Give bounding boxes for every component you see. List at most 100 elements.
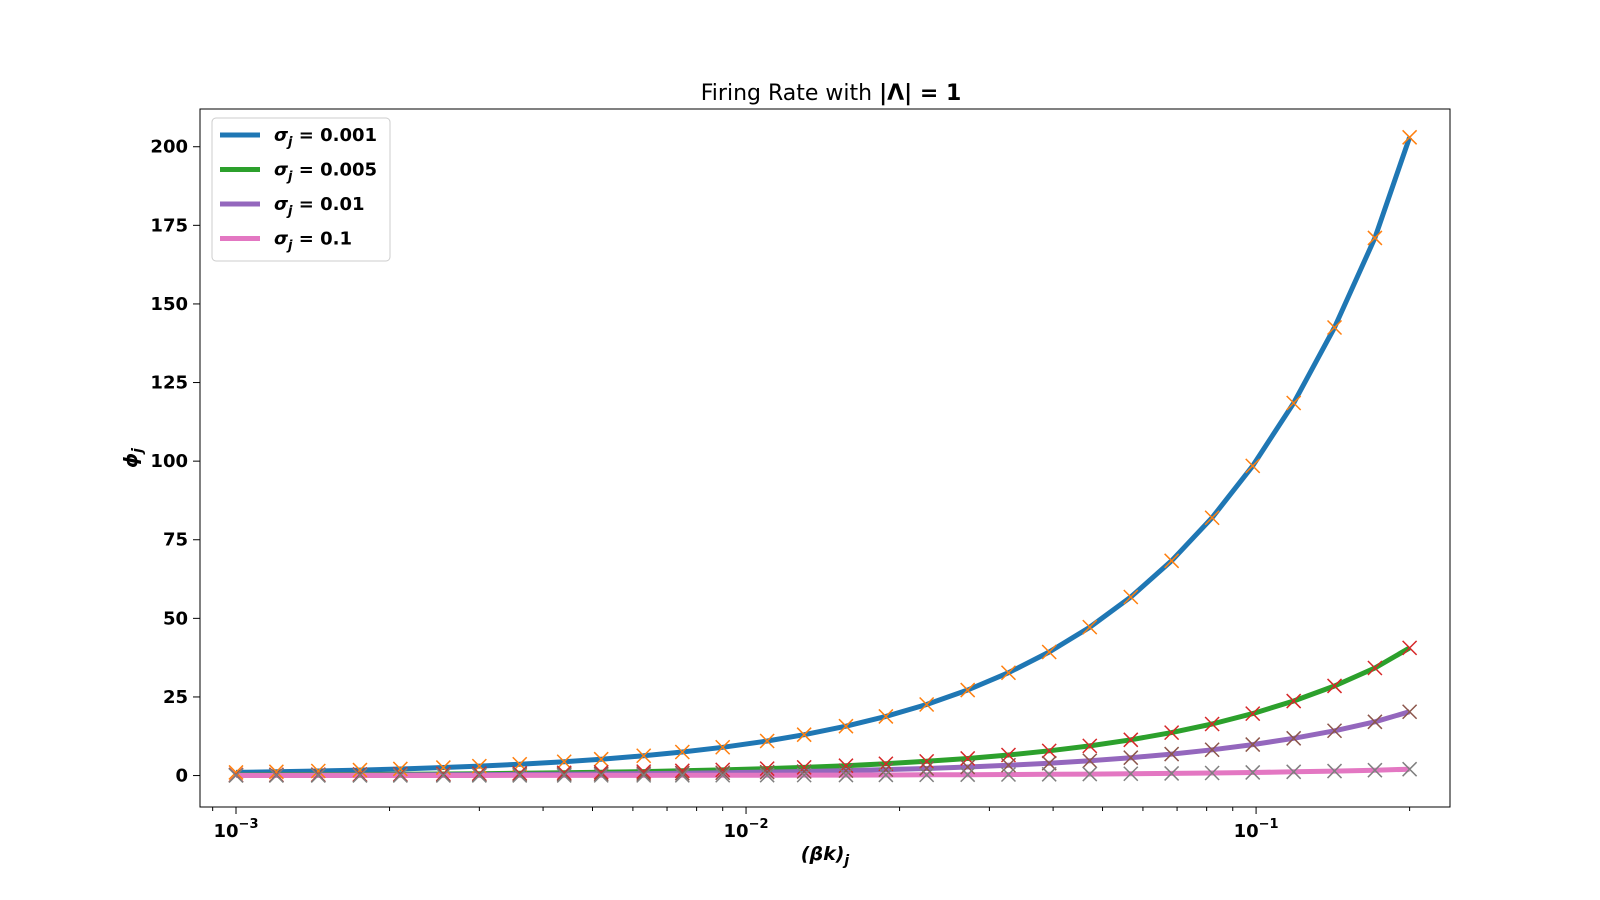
data-point-marker	[715, 762, 731, 778]
data-point-marker	[1286, 764, 1302, 780]
y-tick-label: 175	[150, 215, 188, 236]
data-point-marker	[1326, 723, 1343, 739]
y-tick-label: 50	[163, 608, 188, 629]
data-point-marker	[268, 767, 284, 784]
data-point-marker	[674, 767, 690, 783]
data-point-marker	[310, 763, 326, 779]
data-point-marker	[512, 765, 528, 781]
data-point-marker	[1123, 766, 1139, 782]
data-point-marker	[715, 765, 731, 781]
data-point-marker	[960, 759, 976, 775]
data-point-marker	[715, 739, 731, 755]
data-point-marker	[1286, 395, 1302, 411]
y-tick-label: 150	[150, 294, 188, 315]
data-point-marker	[1164, 553, 1180, 569]
series-line-2	[235, 645, 1411, 778]
data-point-marker	[919, 767, 935, 783]
y-axis-label: ϕj	[120, 448, 146, 468]
data-point-marker	[1367, 230, 1383, 246]
data-point-marker	[593, 751, 609, 767]
data-point-marker	[1245, 737, 1261, 753]
data-point-marker	[392, 761, 408, 777]
data-point-marker	[435, 760, 451, 776]
data-point-marker	[1326, 678, 1343, 694]
data-point-marker	[352, 767, 368, 784]
data-point-marker	[352, 762, 368, 778]
legend: σj = 0.001 σj = 0.005 σj = 0.01 σj = 0.1	[211, 117, 391, 262]
y-tick-label: 200	[150, 137, 188, 158]
data-point-marker	[1164, 746, 1180, 762]
data-point-marker	[796, 763, 812, 780]
y-tick-label: 100	[150, 451, 188, 472]
data-point-marker	[1164, 765, 1180, 781]
data-point-marker	[1245, 706, 1261, 722]
data-point-marker	[1041, 755, 1057, 771]
x-tick-label: 10−3	[213, 817, 258, 842]
legend-label-3: σj = 0.01	[274, 194, 365, 219]
data-point-marker	[759, 761, 775, 777]
data-point-marker	[796, 759, 812, 775]
data-point-marker	[1367, 762, 1383, 778]
y-tick-label: 0	[175, 766, 188, 787]
data-point-marker	[1204, 742, 1220, 758]
plot-frame	[199, 108, 1451, 808]
plot-area	[228, 129, 1418, 784]
data-point-marker	[674, 763, 690, 779]
data-point-marker	[1204, 510, 1220, 526]
data-point-marker	[636, 766, 652, 782]
data-point-marker	[471, 767, 487, 783]
data-point-marker	[674, 765, 690, 781]
data-point-marker	[796, 727, 812, 743]
data-point-marker	[392, 767, 408, 784]
data-point-marker	[1204, 765, 1220, 781]
data-point-marker	[1367, 714, 1383, 730]
data-point-marker	[1402, 704, 1418, 720]
data-point-marker	[1123, 750, 1139, 766]
data-point-marker	[838, 767, 854, 783]
data-point-marker	[435, 767, 451, 784]
data-point-marker	[1204, 716, 1220, 732]
data-point-marker	[878, 756, 894, 772]
data-point-marker	[919, 696, 935, 713]
data-point-marker	[636, 767, 652, 783]
data-point-marker	[1082, 753, 1098, 769]
x-tick-label: 10−1	[1234, 817, 1279, 842]
axes: 10−3 10−2 10−1 0 25 50 75 100 125 150 175 200 (βk)j ϕ…	[120, 108, 1451, 869]
data-point-marker	[1123, 732, 1139, 748]
y-tick-label: 25	[163, 687, 188, 708]
data-point-marker	[878, 762, 894, 778]
data-point-marker	[759, 767, 775, 783]
data-point-marker	[1041, 766, 1057, 782]
legend-label-1: σj = 0.001	[274, 125, 377, 150]
series-line-4	[236, 766, 1410, 778]
legend-label-4: σj = 0.1	[274, 229, 352, 254]
data-point-marker	[636, 764, 652, 780]
data-point-marker	[1245, 458, 1261, 474]
data-point-marker	[1164, 725, 1180, 741]
series-line-1	[235, 136, 1412, 775]
data-point-marker	[919, 760, 935, 776]
y-tick-label: 75	[163, 530, 188, 551]
legend-box	[211, 117, 391, 262]
x-axis-label: (βk)j	[801, 843, 850, 869]
data-point-marker	[1326, 763, 1343, 779]
data-point-marker	[1402, 761, 1418, 777]
data-point-marker	[556, 767, 572, 783]
data-point-marker	[1082, 619, 1098, 635]
data-point-marker	[759, 733, 775, 749]
data-point-marker	[1000, 665, 1017, 681]
data-point-marker	[512, 767, 528, 783]
data-point-marker	[268, 764, 284, 780]
data-point-marker	[715, 767, 731, 783]
data-point-marker	[838, 763, 854, 779]
data-point-marker	[796, 767, 812, 783]
data-point-marker	[228, 767, 244, 784]
data-point-marker	[1286, 693, 1302, 709]
data-point-marker	[1041, 644, 1057, 660]
data-point-marker	[593, 764, 609, 780]
data-point-marker	[556, 765, 572, 781]
data-point-marker	[556, 766, 572, 782]
data-point-marker	[878, 767, 894, 783]
data-point-marker	[919, 753, 935, 769]
data-point-marker	[1402, 640, 1418, 656]
